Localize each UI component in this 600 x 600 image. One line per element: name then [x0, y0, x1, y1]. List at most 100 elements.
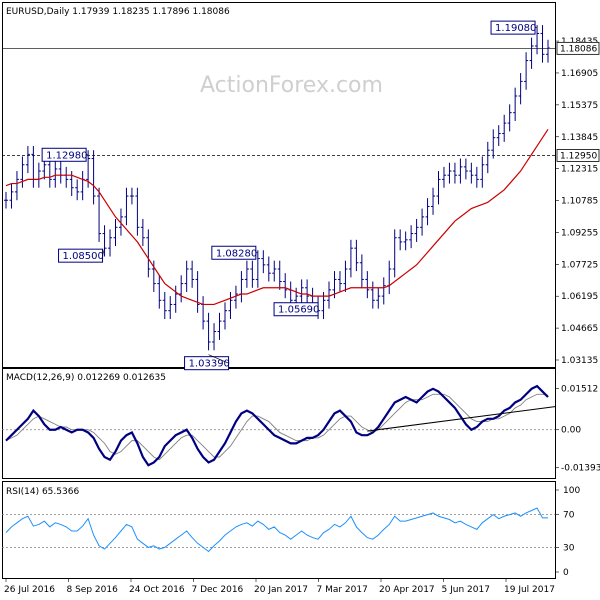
price-bar [518, 73, 523, 105]
price-bar [425, 198, 430, 226]
price-bar [283, 273, 288, 299]
price-tick-label: 1.12315 [561, 165, 598, 175]
price-bar [392, 229, 397, 278]
price-bar [480, 156, 485, 188]
price-bar [409, 225, 414, 249]
price-annotation: 1.12980 [41, 147, 89, 162]
x-tick-label: 7 Dec 2016 [192, 585, 244, 595]
rsi-tick-label: 30 [563, 543, 575, 553]
price-bar [250, 260, 255, 288]
price-bar [272, 260, 277, 282]
price-tick-label: 1.03135 [561, 356, 598, 366]
price-tick-label: 1.16905 [561, 69, 598, 79]
price-tick-label: 1.09255 [561, 228, 598, 238]
x-tick-label: 20 Jan 2017 [254, 585, 308, 595]
price-bar [535, 25, 540, 55]
price-bar [458, 158, 463, 184]
price-bar [447, 162, 452, 184]
price-bar [436, 171, 441, 205]
rsi-pane [2, 481, 556, 579]
svg-text:1.03390: 1.03390 [189, 359, 230, 370]
price-bar [507, 104, 512, 132]
moving-average-line [5, 129, 549, 306]
price-tick-label: 1.10785 [561, 197, 598, 207]
price-bar [261, 250, 266, 274]
price-bar [431, 187, 436, 215]
svg-text:1.12980: 1.12980 [46, 150, 87, 161]
price-tick-label: 1.07725 [561, 260, 598, 270]
price-bar [337, 271, 342, 292]
price-annotation: 1.08500 [58, 248, 105, 263]
price-bar [277, 260, 282, 290]
price-bar [370, 281, 375, 309]
price-bar [244, 260, 249, 288]
price-bar [91, 150, 96, 205]
price-bar [403, 231, 408, 251]
price-bar [129, 187, 134, 205]
price-bar [474, 166, 479, 188]
price-bar [206, 312, 211, 351]
price-bar [546, 39, 550, 63]
price-bar [75, 179, 80, 201]
price-bar [540, 25, 545, 63]
price-bar [217, 312, 222, 340]
x-tick-label: 20 Apr 2017 [379, 585, 435, 595]
price-bar [233, 285, 238, 309]
price-tick-label: 1.04665 [561, 324, 598, 334]
price-bar [354, 239, 359, 272]
x-tick-label: 8 Sep 2016 [67, 585, 119, 595]
price-bar [222, 302, 227, 330]
rsi-layer [2, 507, 556, 553]
svg-text:1.08280: 1.08280 [216, 248, 257, 259]
macd-tick-label: 0.00 [561, 426, 581, 436]
price-bar [491, 129, 496, 159]
x-tick-label: 26 Jul 2016 [4, 585, 55, 595]
svg-text:1.19080: 1.19080 [495, 23, 536, 34]
svg-text:1.18086: 1.18086 [560, 44, 597, 54]
price-bar [463, 158, 468, 180]
price-bar [195, 271, 200, 313]
price-marker-label: 1.12950 [556, 149, 600, 162]
price-bar [20, 156, 25, 188]
price-bar [25, 146, 30, 174]
price-bar [179, 275, 184, 303]
macd-tick-label: -0.013938 [561, 464, 600, 474]
price-annotation: 1.05690 [273, 302, 319, 317]
macd-tick-label: 0.01512 [561, 384, 598, 394]
price-bar [124, 187, 129, 226]
price-bar [524, 52, 529, 90]
chart-title: EURUSD,Daily 1.17939 1.18235 1.17896 1.1… [6, 7, 230, 17]
macd-trend-line [367, 406, 557, 432]
price-bar [381, 277, 386, 305]
x-tick-label: 24 Oct 2016 [129, 585, 185, 595]
price-layer: 1.19080 1.12980 1.08500 1.08280 1.05690 1.033… [2, 20, 556, 371]
rsi-line [5, 507, 548, 553]
x-tick-label: 19 Jul 2017 [504, 585, 555, 595]
price-bar [228, 291, 233, 320]
price-bar [343, 260, 348, 292]
price-bar [398, 229, 403, 251]
price-bar [485, 141, 490, 174]
svg-text:1.12950: 1.12950 [560, 151, 597, 161]
price-tick-label: 1.06195 [561, 292, 598, 302]
price-bar [146, 229, 151, 278]
price-bar [168, 296, 173, 320]
y-axis-labels: 1.184351.169051.153751.138451.123151.107… [555, 37, 600, 578]
price-bar [441, 166, 446, 188]
svg-text:1.08500: 1.08500 [63, 251, 104, 262]
price-bar [376, 287, 381, 309]
price-bar [108, 229, 113, 257]
price-bar [9, 183, 14, 209]
price-bar [135, 187, 140, 236]
rsi-tick-label: 100 [563, 486, 580, 496]
price-bar [513, 87, 518, 122]
price-annotation: 1.08280 [211, 245, 258, 260]
price-bar [452, 162, 457, 184]
rsi-tick-label: 70 [563, 511, 575, 521]
price-bar [365, 271, 370, 299]
price-bar [420, 208, 425, 236]
price-bar [173, 285, 178, 313]
price-bar [469, 162, 474, 184]
macd-title: MACD(12,26,9) 0.012269 0.012635 [6, 373, 166, 383]
